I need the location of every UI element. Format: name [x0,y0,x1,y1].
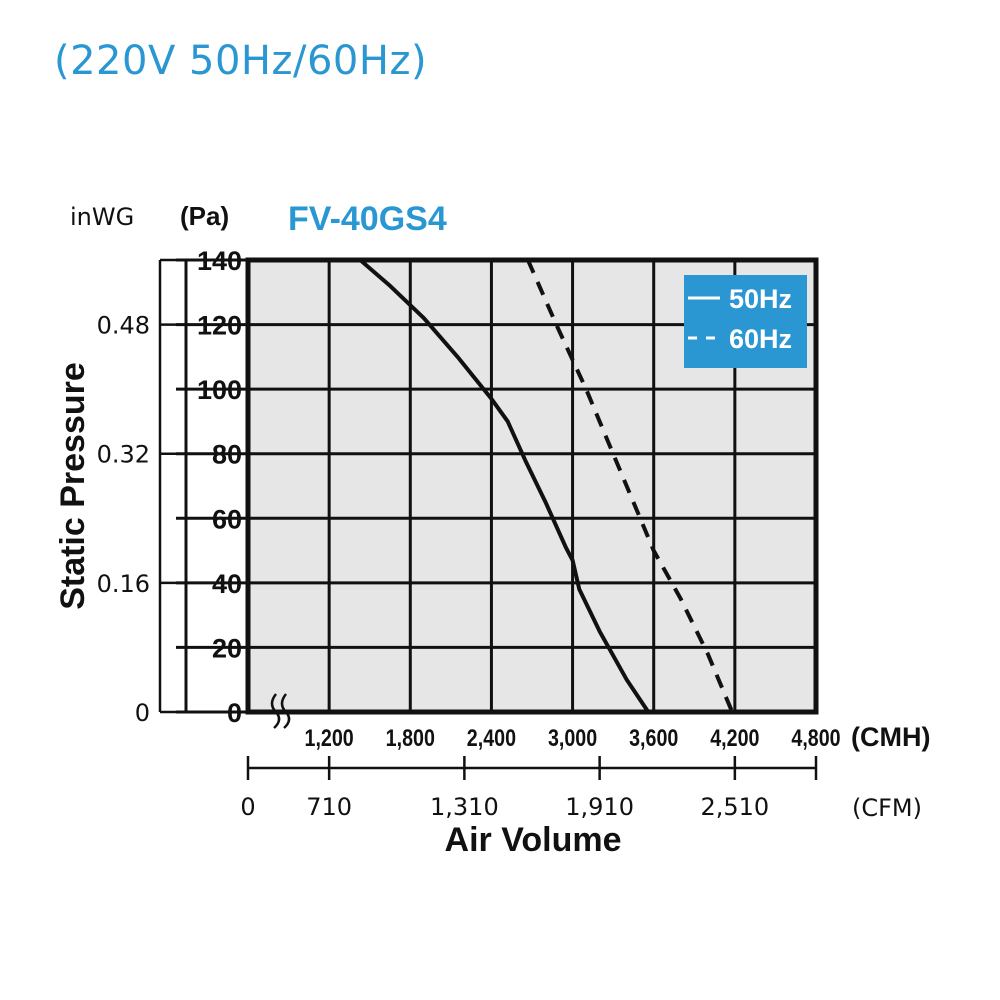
axis-break-icon [270,693,291,729]
y-tick-label-inwg: 0 [135,699,150,727]
y-unit-pa: (Pa) [180,201,229,231]
x-tick-label-cmh: 4,200 [710,724,759,751]
chart-legend: 50Hz 60Hz [684,275,807,368]
x-unit-cmh: (CMH) [851,722,930,752]
y-tick-label-pa: 60 [212,504,242,534]
x-tick-label-cmh: 1,200 [305,724,354,751]
y-axis-label: Static Pressure [54,362,92,610]
x-tick-label-cmh: 2,400 [467,724,516,751]
x-tick-label-cfm: 710 [306,793,352,821]
series-line-60hz [526,259,735,713]
y-tick-label-inwg: 0.32 [97,441,150,469]
y-tick-label-inwg: 0.16 [97,570,150,598]
y-tick-label-pa: 40 [212,569,242,599]
series-line-50hz [358,258,650,714]
page-title: (220V 50Hz/60Hz) [54,38,428,84]
x-tick-label-cmh: 4,800 [791,724,840,751]
y-tick-label-pa: 0 [227,698,242,728]
y-tick-label-pa: 100 [197,375,242,405]
x-tick-label-cfm: 0 [240,793,255,821]
chart-title: FV-40GS4 [288,200,447,238]
x-tick-label-cfm: 2,510 [700,793,769,821]
x-tick-label-cmh: 3,000 [548,724,597,751]
y-tick-label-pa: 20 [212,633,242,663]
legend-50hz-label: 50Hz [729,284,792,314]
legend-box [684,275,807,368]
y-tick-label-pa: 120 [197,311,242,341]
legend-60hz-label: 60Hz [729,324,792,354]
x-axis-label: Air Volume [445,821,622,859]
x-tick-label-cfm: 1,310 [430,793,499,821]
y-tick-label-pa: 80 [212,440,242,470]
y-unit-inwg: inWG [70,203,134,231]
y-tick-label-inwg: 0.48 [97,312,150,340]
x-unit-cfm: (CFM) [852,794,922,822]
plot-frame [245,257,819,715]
x-tick-label-cfm: 1,910 [565,793,634,821]
y-tick-label-pa: 140 [197,246,242,276]
x-tick-label-cmh: 1,800 [386,724,435,751]
x-tick-label-cmh: 3,600 [629,724,678,751]
